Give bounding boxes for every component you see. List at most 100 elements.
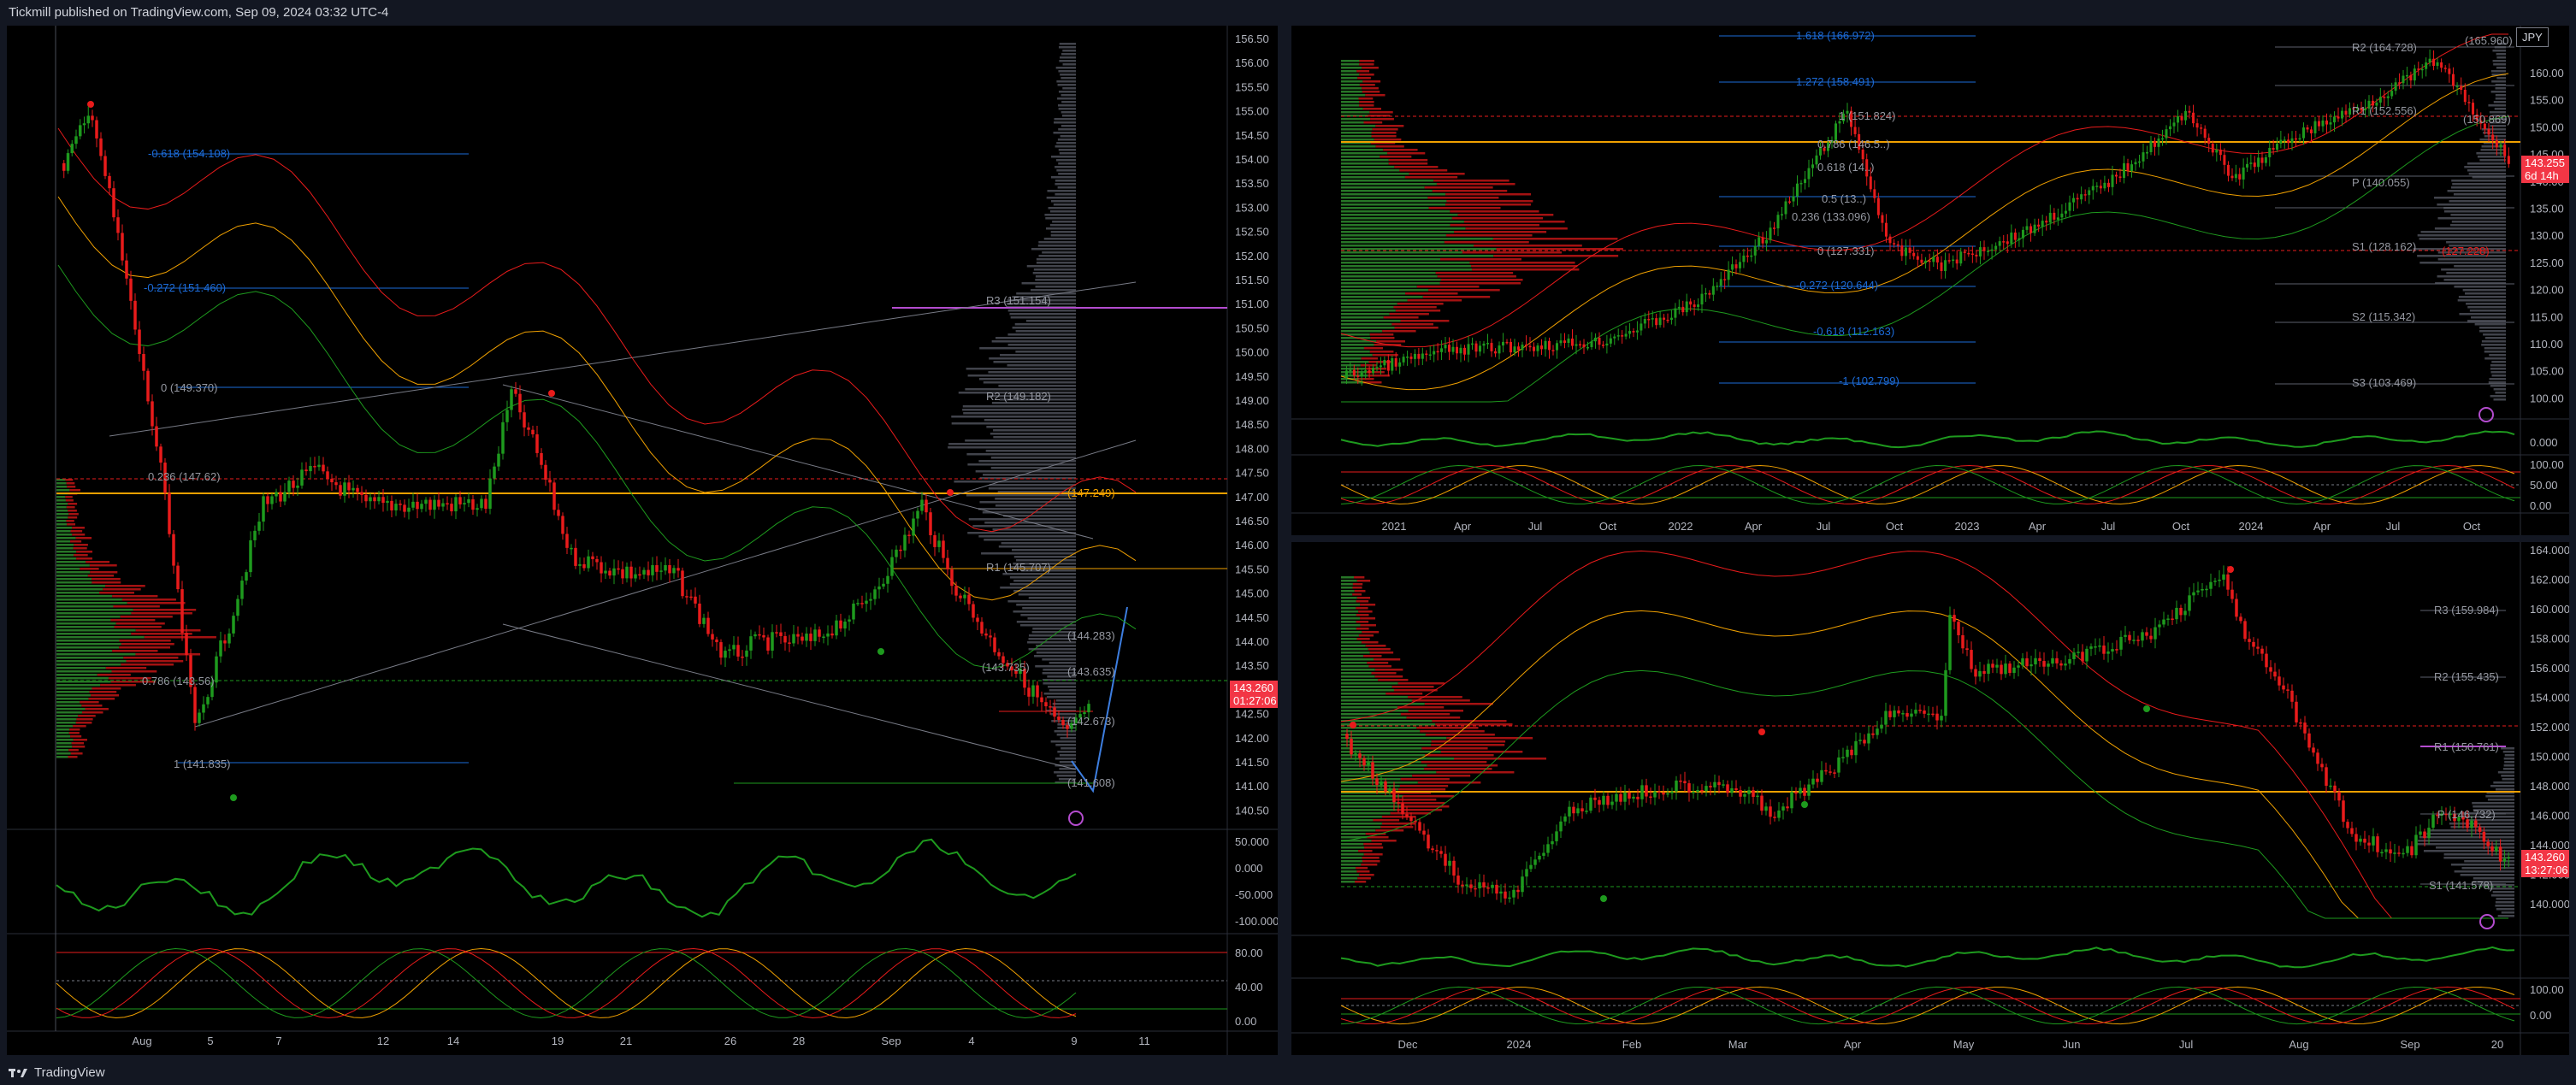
price-axis-tick: 142.50: [1235, 708, 1269, 721]
volume-profile-bar: [1371, 672, 1397, 675]
candle: [728, 649, 731, 652]
candle: [2042, 661, 2046, 667]
envelope-line: [1340, 610, 2508, 919]
volume-profile-bar: [978, 508, 1076, 510]
candle: [865, 600, 868, 604]
candle: [920, 499, 924, 511]
candle: [1790, 792, 1793, 809]
volume-profile-bar: [1341, 333, 1370, 336]
top-right-chart-svg[interactable]: 1.618 (166.972)1.272 (158.491)1 (151.824…: [1291, 26, 2569, 535]
time-axis-tick: 11: [1138, 1035, 1150, 1047]
lightning-icon[interactable]: [2479, 407, 2494, 422]
volume-profile-bar: [56, 749, 69, 752]
candle: [2203, 128, 2207, 139]
volume-profile-bar: [1341, 381, 1364, 384]
candle: [2329, 785, 2332, 787]
candle: [2094, 646, 2097, 648]
candle: [2427, 828, 2431, 839]
volume-profile-bar: [2481, 128, 2506, 131]
candle: [1567, 338, 1570, 344]
candle: [1467, 344, 1470, 355]
candle: [2423, 831, 2426, 839]
candle: [2287, 139, 2290, 144]
candle: [1452, 860, 1456, 876]
volume-profile-bar: [1021, 282, 1076, 285]
candle: [146, 370, 150, 402]
candle: [227, 633, 231, 644]
volume-profile-bar: [1055, 764, 1076, 767]
candle: [497, 453, 500, 467]
volume-profile-bar: [2449, 823, 2514, 825]
volume-profile-bar: [1341, 877, 1358, 880]
candle: [2303, 722, 2307, 734]
candle: [1386, 360, 1390, 371]
volume-profile-bar: [1009, 576, 1076, 579]
volume-profile-bar: [1341, 87, 1362, 90]
volume-profile-bar: [2502, 768, 2514, 770]
candle: [976, 617, 979, 622]
volume-profile-bar: [1341, 94, 1366, 97]
bottom-right-chart-panel[interactable]: R3 (159.984) R2 (155.435) R1 (150.761) P (1…: [1291, 542, 2569, 1055]
left-chart-svg[interactable]: -0.618 (154.108)-0.272 (151.460)0 (149.3…: [7, 26, 1278, 1055]
candle: [1935, 257, 1939, 262]
candle: [1601, 345, 1604, 346]
volume-profile-bar: [1363, 121, 1383, 124]
candle: [202, 704, 205, 713]
volume-profile-bar: [1371, 132, 1397, 134]
volume-profile-bar: [56, 646, 120, 649]
candle: [860, 603, 864, 604]
left-chart-panel[interactable]: -0.618 (154.108) -0.272 (151.460) 0 (149.3…: [7, 26, 1278, 1055]
volume-profile-bar: [1050, 713, 1076, 716]
candle: [1944, 260, 1947, 271]
candle: [1049, 706, 1052, 708]
candle: [2460, 86, 2463, 91]
volume-profile-bar: [1341, 638, 1357, 640]
volume-profile-bar: [1043, 682, 1076, 685]
fib-label: 0.236 (147.62): [148, 470, 221, 483]
candle: [2076, 198, 2079, 200]
volume-profile-bar: [1061, 77, 1076, 80]
top-right-chart-panel[interactable]: 1.618 (166.972) 1.272 (158.491) 1 (151.824…: [1291, 26, 2569, 535]
volume-profile-bar: [1049, 210, 1076, 213]
candle: [809, 634, 812, 641]
candle: [1679, 780, 1682, 782]
volume-profile-bar: [56, 527, 73, 529]
volume-profile-bar: [1496, 248, 1623, 251]
candle: [1932, 257, 1935, 262]
candle: [1516, 889, 1520, 893]
volume-profile-bar: [88, 698, 115, 700]
volume-profile-bar: [984, 419, 1076, 422]
volume-profile-bar: [1341, 310, 1396, 312]
lightning-icon[interactable]: [2479, 914, 2495, 929]
candle: [1418, 822, 1421, 831]
candle: [2017, 665, 2020, 668]
fib-label: 1.272 (158.491): [1796, 75, 1875, 88]
volume-profile-bar: [1341, 723, 1436, 726]
footer: TradingView: [0, 1060, 2576, 1085]
candle: [1704, 292, 1707, 295]
volume-profile-bar: [1341, 703, 1425, 705]
volume-profile-bar: [56, 756, 68, 758]
volume-profile-bar: [1383, 316, 1419, 319]
volume-profile-bar: [70, 540, 82, 543]
currency-button[interactable]: JPY: [2516, 27, 2549, 47]
candle: [2060, 213, 2064, 218]
candle: [2443, 68, 2447, 69]
price-axis-tick: 144.50: [1235, 611, 1269, 624]
bottom-right-chart-svg[interactable]: R3 (159.984)R2 (155.435)R1 (150.761)P (1…: [1291, 542, 2569, 1055]
signal-dot: [230, 794, 237, 801]
volume-profile-bar: [1446, 200, 1533, 203]
volume-profile-bar: [2494, 108, 2506, 110]
candle: [1697, 304, 1700, 307]
candle: [1525, 869, 1528, 877]
candle: [877, 586, 881, 590]
candle: [1719, 279, 1722, 286]
lightning-icon[interactable]: [1068, 811, 1084, 826]
volume-profile-bar: [2482, 132, 2506, 134]
candle: [108, 175, 111, 189]
candle: [2081, 652, 2084, 662]
volume-profile-bar: [1058, 173, 1076, 175]
volume-profile-bar: [978, 535, 1076, 538]
price-axis-tick: 149.00: [1235, 394, 1269, 407]
volume-profile-bar: [1035, 279, 1076, 281]
